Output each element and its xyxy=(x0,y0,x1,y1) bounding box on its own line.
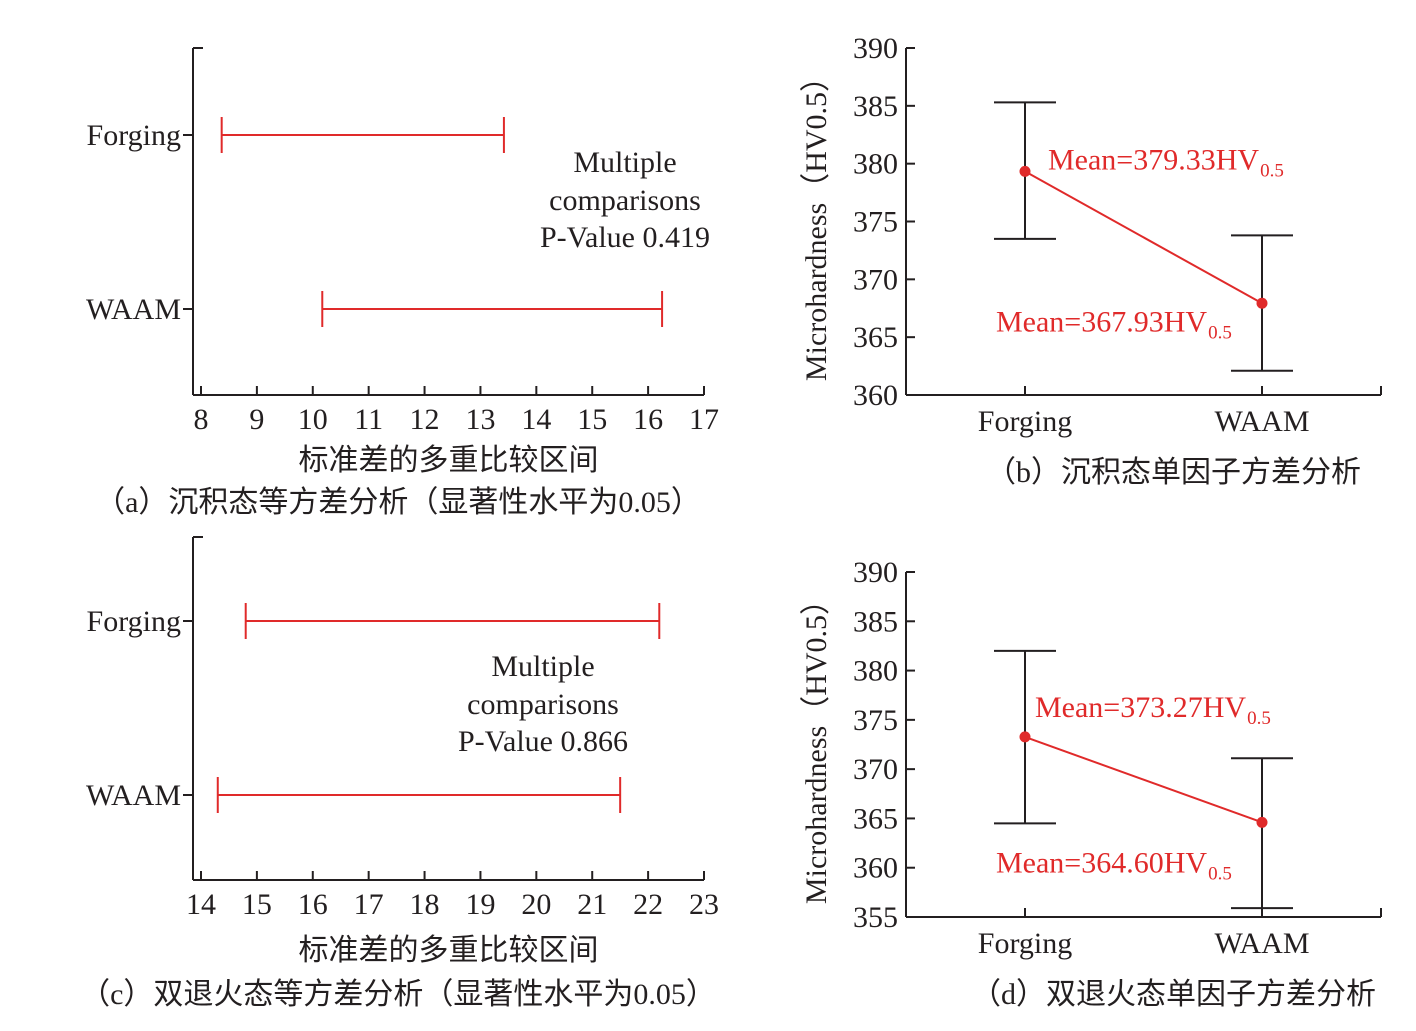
x-tick-label: 10 xyxy=(298,403,328,436)
y-tick-label: 365 xyxy=(853,802,898,835)
category-label: WAAM xyxy=(86,293,181,326)
panel-caption: （b）沉积态单因子方差分析 xyxy=(986,456,1361,489)
mean-label-subscript: 0.5 xyxy=(1247,708,1271,729)
mean-label-subscript: 0.5 xyxy=(1260,160,1284,181)
mean-label: Mean=373.27HV xyxy=(1035,691,1246,724)
y-axis-label: Microhardness（HV0.5） xyxy=(800,62,833,381)
y-tick-label: 390 xyxy=(853,556,898,589)
y-tick-label: 375 xyxy=(853,704,898,737)
category-label: Forging xyxy=(978,405,1072,438)
x-tick-label: 11 xyxy=(354,403,383,436)
y-tick-label: 375 xyxy=(853,206,898,239)
p-value-annotation: comparisons xyxy=(549,184,701,217)
x-tick-label: 21 xyxy=(577,888,607,921)
x-tick-label: 15 xyxy=(577,403,607,436)
panel-d: 355 360 365 370 375 380 385 390 Microhardness（HV… xyxy=(800,556,1382,1011)
y-tick-label: 385 xyxy=(853,90,898,123)
mean-label-subscript: 0.5 xyxy=(1208,322,1232,343)
panel-b: 360 365 370 375 380 385 390 Microhardness（HV0.5… xyxy=(800,32,1382,489)
mean-point-forging xyxy=(1019,165,1031,177)
p-value-annotation: P-Value 0.866 xyxy=(458,725,628,758)
x-tick-label: 15 xyxy=(242,888,272,921)
x-tick-label: 16 xyxy=(633,403,663,436)
panel-caption: （a）沉积态等方差分析（显著性水平为0.05） xyxy=(95,486,701,519)
category-label: Forging xyxy=(87,605,181,638)
y-tick-label: 365 xyxy=(853,321,898,354)
mean-point-waam xyxy=(1256,297,1268,309)
p-value-annotation: P-Value 0.419 xyxy=(540,221,710,254)
x-tick-label: 8 xyxy=(194,403,209,436)
p-value-annotation: comparisons xyxy=(467,688,619,721)
p-value-annotation: Multiple xyxy=(491,650,594,683)
x-tick-label: 17 xyxy=(689,403,719,436)
mean-label: Mean=364.60HV xyxy=(996,846,1207,879)
y-tick-label: 380 xyxy=(853,655,898,688)
y-tick-label: 380 xyxy=(853,148,898,181)
y-tick-label: 360 xyxy=(853,379,898,412)
y-tick-label: 390 xyxy=(853,32,898,65)
x-tick-label: 9 xyxy=(249,403,264,436)
mean-line xyxy=(1024,735,1263,824)
mean-point-waam xyxy=(1256,816,1268,828)
x-tick-label: 20 xyxy=(521,888,551,921)
panel-c: 14 15 16 17 18 19 20 21 22 23 Forging WAAM Multiple c… xyxy=(80,536,719,1011)
mean-line xyxy=(1024,170,1263,305)
panel-caption: （c）双退火态等方差分析（显著性水平为0.05） xyxy=(80,978,716,1011)
y-axis-label: Microhardness（HV0.5） xyxy=(800,585,833,904)
x-tick-label: 18 xyxy=(410,888,440,921)
category-label: WAAM xyxy=(1215,927,1310,960)
category-label: WAAM xyxy=(86,779,181,812)
category-label: WAAM xyxy=(1215,405,1310,438)
mean-label: Mean=379.33HV xyxy=(1048,143,1259,176)
y-tick-label: 385 xyxy=(853,605,898,638)
y-tick-label: 355 xyxy=(853,901,898,934)
y-tick-label: 370 xyxy=(853,263,898,296)
category-label: Forging xyxy=(87,119,181,152)
panel-caption: （d）双退火态单因子方差分析 xyxy=(971,978,1376,1011)
x-tick-label: 14 xyxy=(521,403,551,436)
p-value-annotation: Multiple xyxy=(573,146,676,179)
x-tick-label: 17 xyxy=(354,888,384,921)
category-label: Forging xyxy=(978,927,1072,960)
mean-point-forging xyxy=(1019,731,1031,743)
y-tick-label: 360 xyxy=(853,852,898,885)
x-tick-label: 16 xyxy=(298,888,328,921)
x-tick-label: 19 xyxy=(465,888,495,921)
panel-a: 8 9 10 11 12 13 14 15 16 17 Forging WAAM Multiple com… xyxy=(86,47,719,519)
mean-label: Mean=367.93HV xyxy=(996,305,1207,338)
y-tick-label: 370 xyxy=(853,753,898,786)
x-tick-label: 23 xyxy=(689,888,719,921)
x-axis-label: 标准差的多重比较区间 xyxy=(299,444,599,477)
mean-label-subscript: 0.5 xyxy=(1208,863,1232,884)
x-axis-label: 标准差的多重比较区间 xyxy=(299,934,599,967)
x-tick-label: 22 xyxy=(633,888,663,921)
x-tick-label: 13 xyxy=(465,403,495,436)
x-tick-label: 14 xyxy=(186,888,216,921)
x-tick-label: 12 xyxy=(410,403,440,436)
